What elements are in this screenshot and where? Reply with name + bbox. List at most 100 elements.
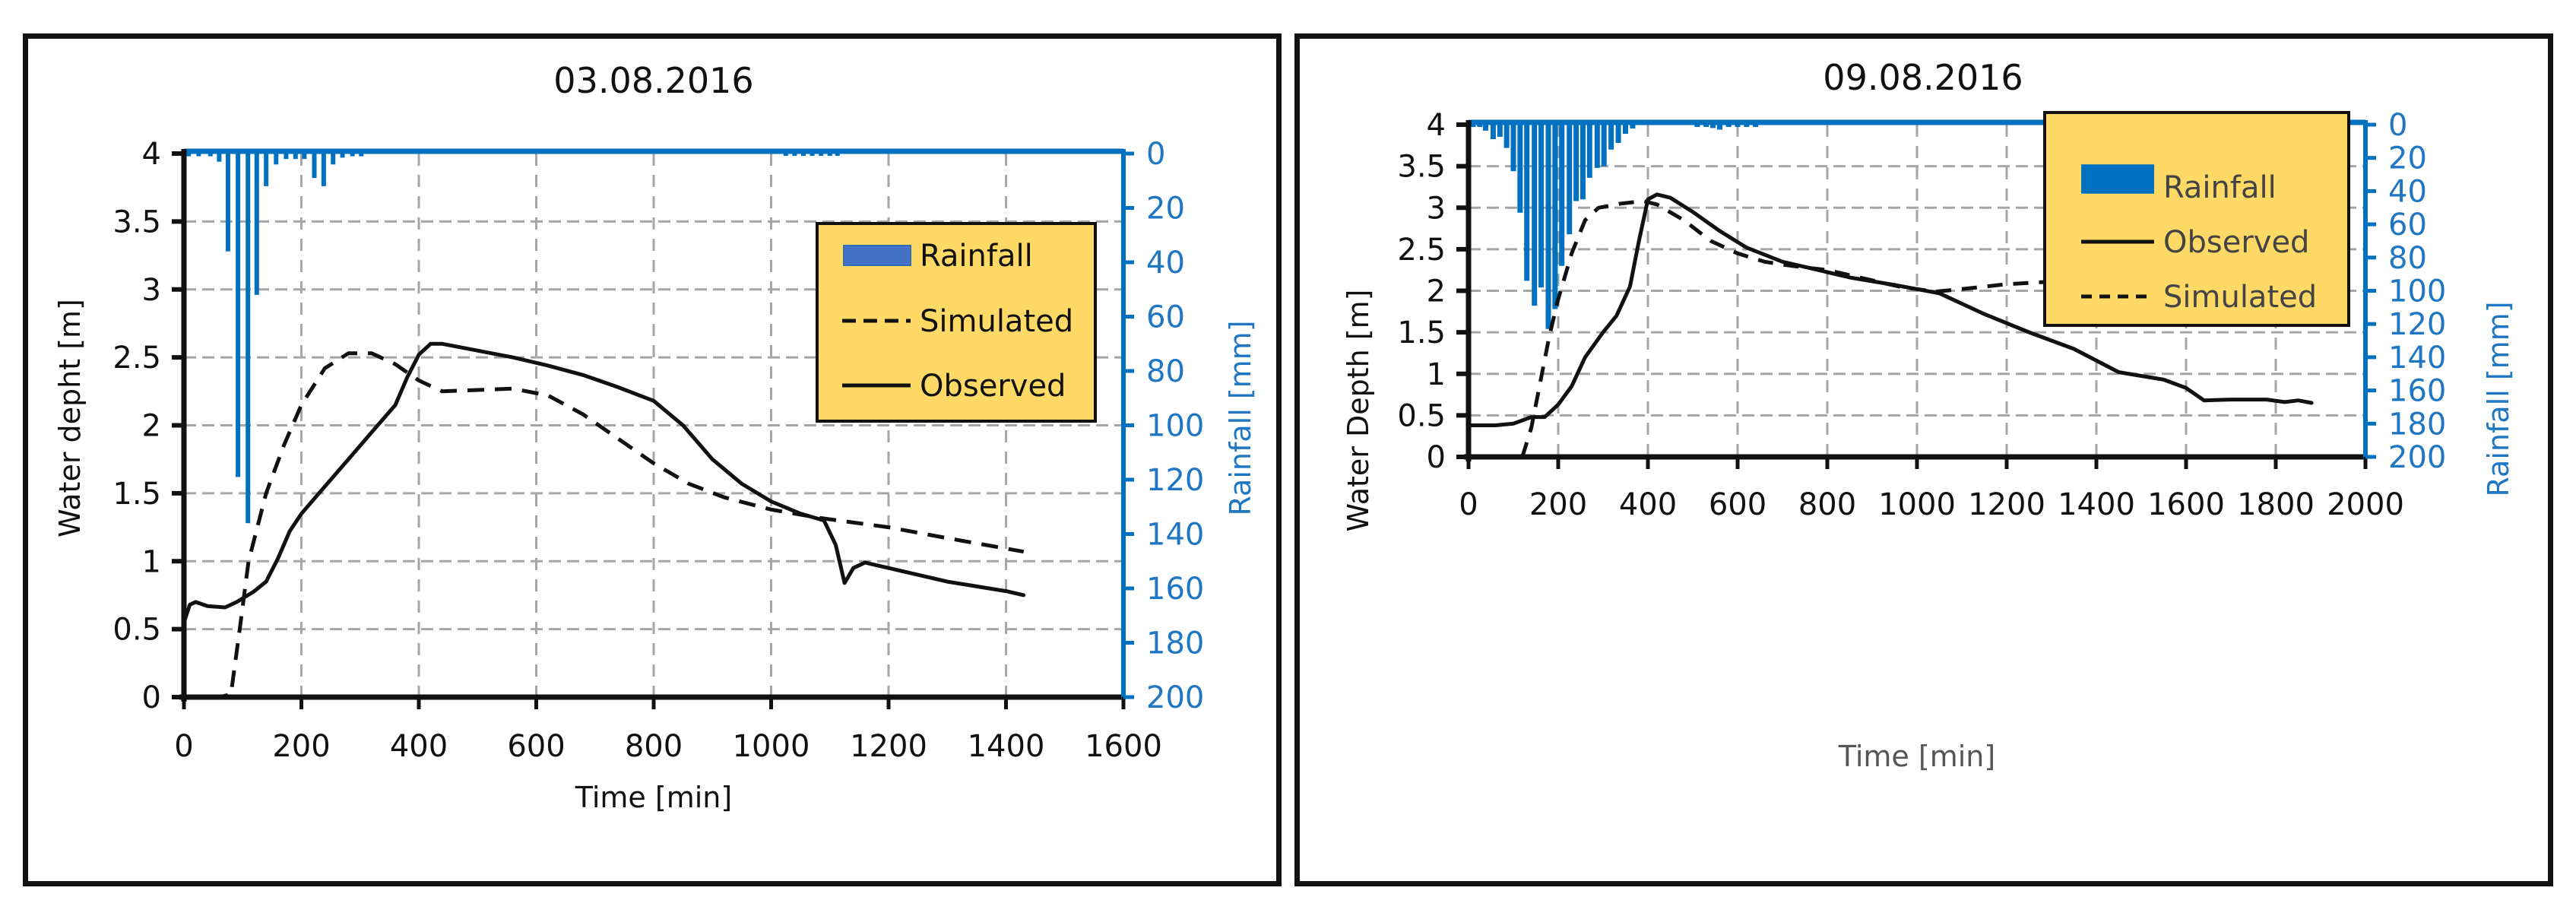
rainfall-bar (1694, 125, 1700, 127)
y-tick-label: 1 (142, 544, 161, 579)
y-tick-label: 2 (1427, 274, 1446, 309)
rainfall-bar (236, 154, 241, 477)
x-tick-label: 600 (1709, 487, 1766, 522)
rainfall-bar (835, 154, 840, 156)
rainfall-bar (1517, 125, 1523, 213)
rainfall-bar (1594, 125, 1600, 168)
rainfall-bar (293, 154, 298, 160)
y2-tick-label: 0 (2388, 108, 2407, 143)
lines-right (1466, 192, 2314, 458)
x-tick-label: 0 (174, 729, 193, 764)
rainfall-bar (800, 154, 806, 156)
rainfall-bar (1545, 125, 1551, 329)
y-axis-label-right: Water Depth [m] (1342, 290, 1375, 532)
rainfall-bar (1615, 125, 1621, 144)
y2-tick-label: 80 (2388, 241, 2427, 276)
chart-title-right: 09.08.2016 (1823, 57, 2023, 98)
rainfall-bar (196, 154, 201, 157)
rainfall-bar (217, 154, 222, 162)
y2-tick-label: 40 (1146, 246, 1185, 281)
y-tick-label: 1.5 (1397, 315, 1446, 350)
rainfall-bar (1470, 125, 1476, 127)
rainfall-bar (1753, 125, 1759, 127)
axes-left: 0 200 400 600 800 1000 1200 1400 160000.511.522.… (112, 137, 1204, 764)
legend-swatch-rainfall-left (843, 245, 911, 266)
y2-tick-label: 20 (2388, 141, 2427, 176)
y-tick-label: 0.5 (1397, 398, 1446, 433)
legend-right: Rainfall Observed Simulated (2043, 111, 2350, 327)
legend-label-observed-right: Observed (2163, 225, 2309, 260)
rainfall-bar (810, 154, 815, 156)
y2-tick-label: 180 (2388, 407, 2446, 442)
y2-tick-label: 60 (1146, 300, 1185, 335)
rainfall-bar (1735, 125, 1741, 127)
rainfall-bar (1601, 125, 1607, 166)
rainfall-bar (340, 154, 345, 158)
rainfall-bar (321, 154, 326, 186)
lines-left (182, 341, 1026, 699)
rainfall-bar (1623, 125, 1628, 135)
x-tick-label: 800 (1798, 487, 1856, 522)
rainfall-bar (208, 154, 213, 157)
y-tick-label: 3 (142, 273, 161, 308)
y2-tick-label: 80 (1146, 354, 1185, 389)
y2-tick-label: 200 (2388, 440, 2446, 475)
rainfall-bar (792, 154, 797, 156)
y2-tick-label: 120 (1146, 463, 1204, 498)
x-tick-label: 1800 (2237, 487, 2315, 522)
rainfall-bar (1490, 125, 1496, 140)
rainfall-bar (1482, 125, 1488, 131)
rainfall-bar (1532, 125, 1538, 306)
rainfall-bar (1567, 125, 1573, 235)
y2-tick-label: 120 (2388, 307, 2446, 342)
rainfall-bar (827, 154, 832, 156)
x-tick-label: 600 (507, 729, 565, 764)
rainfall-bar (819, 154, 824, 156)
y-tick-label: 4 (1427, 108, 1446, 143)
y-tick-label: 2.5 (1397, 233, 1446, 268)
rainfall-bar (312, 154, 317, 179)
y2-tick-label: 100 (1146, 409, 1204, 444)
y2-tick-label: 20 (1146, 192, 1185, 227)
y-tick-label: 2.5 (112, 341, 161, 376)
rainfall-bar (302, 154, 307, 160)
y-tick-label: 4 (142, 137, 161, 172)
x-tick-label: 1600 (1085, 729, 1162, 764)
y2-tick-label: 100 (2388, 274, 2446, 309)
y-tick-label: 0 (1427, 440, 1446, 475)
y-tick-label: 3 (1427, 191, 1446, 226)
y2-tick-label: 140 (1146, 518, 1204, 553)
y2-tick-label: 180 (1146, 626, 1204, 661)
rainfall-bar (1710, 125, 1716, 128)
x-tick-label: 400 (1619, 487, 1677, 522)
rainfall-bar (1630, 125, 1636, 129)
rainfall-bar (1477, 125, 1483, 127)
rainfall-bar (264, 154, 269, 186)
rainfall-bar (783, 154, 788, 156)
rainfall-bar (1744, 125, 1750, 127)
x-tick-label: 1000 (733, 729, 810, 764)
legend-label-rainfall-left: Rainfall (920, 239, 1033, 274)
series-line-simulated (1520, 199, 2308, 458)
x-tick-label: 200 (1529, 487, 1587, 522)
rainfall-bar (1580, 125, 1586, 200)
rainfall-bar (1573, 125, 1580, 201)
legend-left: Rainfall Simulated Observed (816, 222, 1097, 423)
rainfall-bar (359, 154, 364, 157)
y-tick-label: 1 (1427, 357, 1446, 392)
rainfall-bar (1524, 125, 1530, 281)
x-axis-label-right: Time [min] (1838, 740, 1995, 773)
y2-tick-label: 140 (2388, 341, 2446, 376)
x-tick-label: 0 (1459, 487, 1478, 522)
rainfall-bar (1716, 125, 1722, 130)
legend-box-right (2043, 111, 2350, 327)
series-line-observed (1466, 192, 2314, 427)
legend-label-simulated-left: Simulated (920, 304, 1073, 339)
y2-tick-label: 160 (1146, 572, 1204, 607)
rainfall-bar (186, 154, 192, 157)
rainfall-bar (1725, 125, 1732, 127)
rainfall-bar (284, 154, 289, 160)
rainfall-bar (254, 154, 259, 295)
y-tick-label: 3.5 (1397, 150, 1446, 185)
x-axis-label-left: Time [min] (575, 781, 732, 814)
